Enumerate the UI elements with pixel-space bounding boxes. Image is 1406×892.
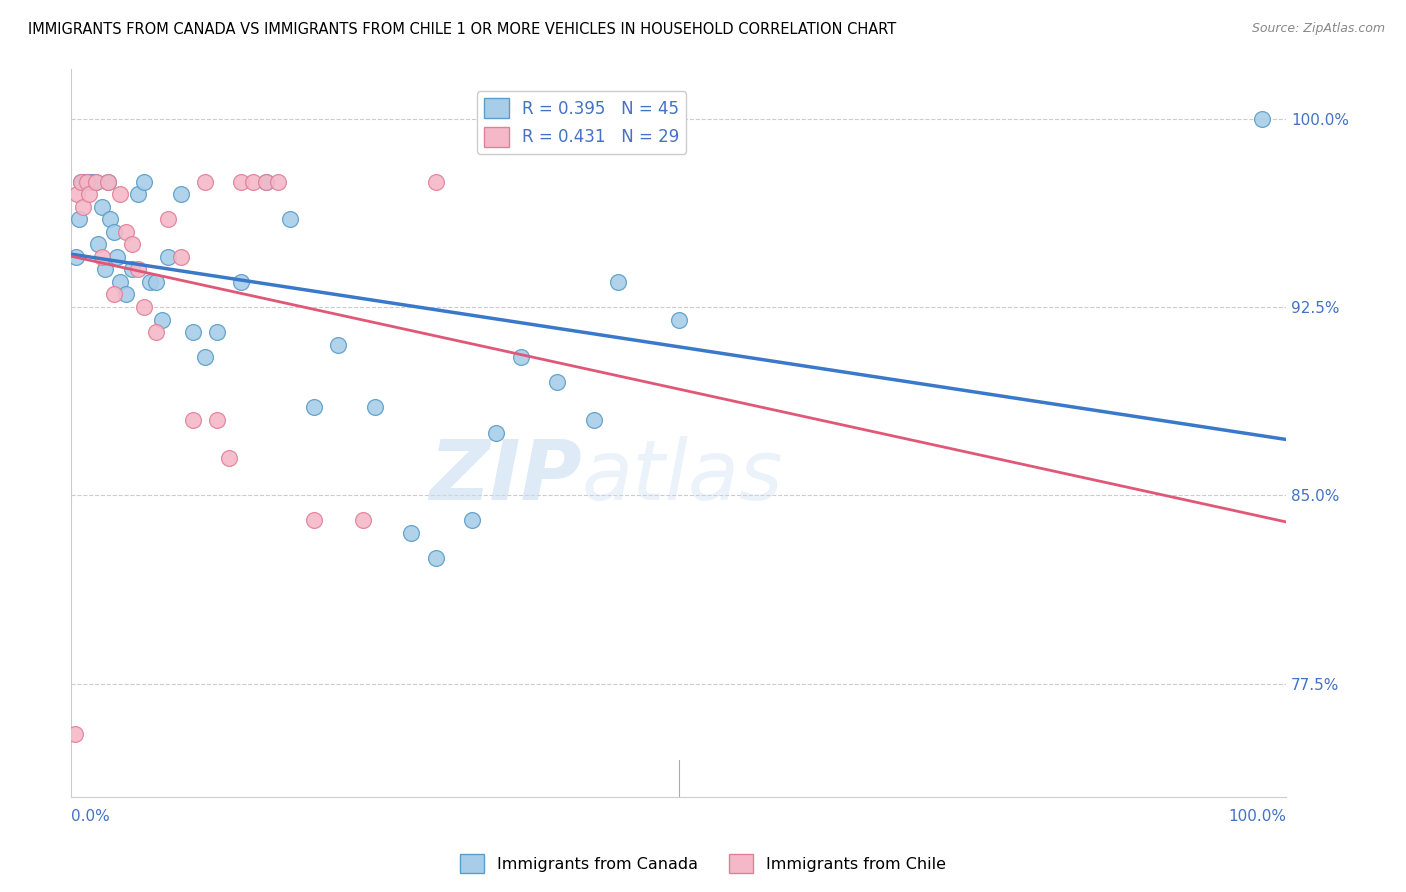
Point bbox=[254, 174, 277, 188]
Point bbox=[108, 275, 131, 289]
Point bbox=[115, 287, 138, 301]
Point bbox=[63, 727, 86, 741]
Point bbox=[87, 237, 110, 252]
Point bbox=[127, 187, 149, 202]
Point bbox=[157, 212, 180, 227]
Point bbox=[352, 513, 374, 527]
Point bbox=[546, 376, 568, 390]
Point bbox=[67, 212, 90, 227]
Point bbox=[145, 275, 167, 289]
Text: 0.0%: 0.0% bbox=[72, 809, 110, 824]
Point bbox=[364, 401, 387, 415]
Point bbox=[70, 174, 93, 188]
Point bbox=[1250, 112, 1272, 126]
Point bbox=[169, 187, 191, 202]
Point bbox=[121, 262, 143, 277]
Point bbox=[90, 250, 112, 264]
Point bbox=[103, 287, 125, 301]
Point bbox=[425, 551, 447, 566]
Point bbox=[70, 174, 93, 188]
Point bbox=[194, 174, 217, 188]
Point bbox=[231, 174, 253, 188]
Point bbox=[108, 187, 131, 202]
Point bbox=[134, 174, 156, 188]
Point bbox=[150, 312, 173, 326]
Point bbox=[205, 413, 228, 427]
Text: 100.0%: 100.0% bbox=[1227, 809, 1286, 824]
Point bbox=[328, 337, 350, 351]
Text: Source: ZipAtlas.com: Source: ZipAtlas.com bbox=[1251, 22, 1385, 36]
Point bbox=[181, 325, 204, 339]
Text: ZIP: ZIP bbox=[429, 436, 582, 516]
Point bbox=[105, 250, 128, 264]
Point bbox=[401, 526, 423, 541]
Point bbox=[76, 174, 98, 188]
Point bbox=[75, 174, 97, 188]
Point bbox=[79, 174, 101, 188]
Point bbox=[254, 174, 277, 188]
Point bbox=[84, 174, 107, 188]
Point bbox=[668, 312, 690, 326]
Point bbox=[302, 401, 325, 415]
Point bbox=[121, 237, 143, 252]
Legend: R = 0.395   N = 45, R = 0.431   N = 29: R = 0.395 N = 45, R = 0.431 N = 29 bbox=[477, 91, 686, 153]
Point bbox=[97, 174, 120, 188]
Point bbox=[267, 174, 290, 188]
Point bbox=[94, 262, 117, 277]
Point bbox=[145, 325, 167, 339]
Point bbox=[72, 200, 94, 214]
Point bbox=[77, 174, 100, 188]
Point bbox=[485, 425, 508, 440]
Point bbox=[582, 413, 605, 427]
Point bbox=[115, 225, 138, 239]
Point bbox=[97, 174, 120, 188]
Point bbox=[72, 174, 94, 188]
Point bbox=[461, 513, 484, 527]
Point bbox=[606, 275, 628, 289]
Point bbox=[181, 413, 204, 427]
Point bbox=[90, 200, 112, 214]
Point bbox=[103, 225, 125, 239]
Point bbox=[65, 250, 87, 264]
Point bbox=[79, 187, 101, 202]
Text: atlas: atlas bbox=[582, 436, 783, 516]
Point bbox=[157, 250, 180, 264]
Point bbox=[278, 212, 301, 227]
Legend: Immigrants from Canada, Immigrants from Chile: Immigrants from Canada, Immigrants from … bbox=[453, 847, 953, 880]
Point bbox=[205, 325, 228, 339]
Point bbox=[82, 174, 104, 188]
Point bbox=[139, 275, 162, 289]
Point bbox=[127, 262, 149, 277]
Point bbox=[509, 351, 531, 365]
Point bbox=[194, 351, 217, 365]
Point bbox=[66, 187, 89, 202]
Point bbox=[169, 250, 191, 264]
Point bbox=[231, 275, 253, 289]
Point bbox=[242, 174, 264, 188]
Point bbox=[98, 212, 121, 227]
Point bbox=[84, 174, 107, 188]
Point bbox=[218, 450, 240, 465]
Point bbox=[134, 300, 156, 314]
Text: IMMIGRANTS FROM CANADA VS IMMIGRANTS FROM CHILE 1 OR MORE VEHICLES IN HOUSEHOLD : IMMIGRANTS FROM CANADA VS IMMIGRANTS FRO… bbox=[28, 22, 897, 37]
Point bbox=[302, 513, 325, 527]
Point bbox=[425, 174, 447, 188]
